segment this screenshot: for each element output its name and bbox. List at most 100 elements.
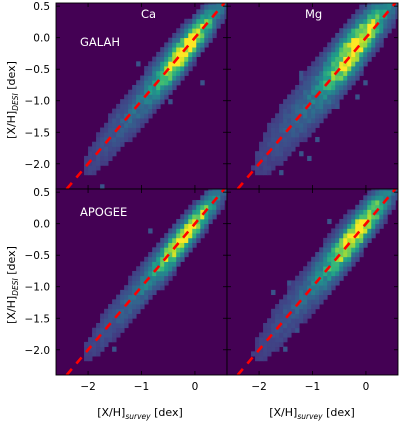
heat-cell: [96, 322, 101, 329]
heat-cell: [164, 242, 169, 248]
heat-cell: [383, 18, 388, 24]
heat-cell: [255, 151, 260, 157]
heat-cell: [160, 242, 165, 248]
heat-cell: [136, 308, 141, 314]
heat-cell: [96, 160, 101, 166]
heat-cell: [184, 247, 189, 253]
heat-cell: [148, 270, 153, 277]
heat-cell: [327, 218, 332, 225]
heat-cell: [375, 200, 380, 206]
heat-cell: [355, 209, 360, 215]
heat-cell: [148, 256, 153, 262]
heat-cell: [363, 4, 368, 10]
heat-cell: [156, 61, 161, 67]
heat-cell: [156, 75, 161, 81]
heat-cell: [367, 47, 372, 53]
heat-cell: [335, 89, 340, 95]
heat-cell: [287, 113, 292, 119]
heat-cell: [343, 247, 348, 253]
y-tick-label: −2.0: [25, 159, 51, 171]
heat-cell: [267, 160, 272, 166]
heat-cell: [188, 47, 193, 53]
heat-cell: [355, 242, 360, 248]
heat-cell: [283, 118, 288, 124]
heat-cell: [259, 356, 264, 362]
heat-cell: [172, 56, 177, 62]
heat-cell: [323, 256, 328, 262]
heat-cell: [323, 113, 328, 119]
heat-cell: [315, 118, 320, 124]
heat-cell: [172, 51, 177, 57]
heat-cell: [323, 56, 328, 62]
heat-cell: [259, 155, 264, 162]
y-tick-label: 0.0: [33, 219, 50, 231]
identity-line: [65, 3, 226, 189]
heat-cell: [128, 94, 133, 100]
heat-cell: [303, 99, 308, 105]
heat-cell: [295, 118, 300, 124]
heat-cell: [259, 151, 264, 157]
heat-cell: [271, 127, 276, 133]
heat-cell: [92, 332, 97, 338]
heat-cell: [291, 285, 296, 291]
heat-cell: [347, 261, 352, 267]
heat-cell: [367, 42, 372, 48]
heat-cell: [331, 80, 336, 86]
heat-cell: [156, 84, 161, 91]
heat-cell: [375, 3, 380, 5]
heat-cell: [188, 66, 193, 72]
heat-cell: [204, 214, 209, 220]
heat-cell: [291, 299, 296, 305]
heat-cell: [100, 332, 105, 338]
heat-cell: [275, 113, 280, 119]
heat-cell: [291, 122, 296, 128]
heat-cell: [315, 289, 320, 296]
heat-cell: [168, 242, 173, 248]
heat-cell: [283, 322, 288, 329]
heat-cell: [148, 103, 153, 110]
heat-cell: [391, 190, 396, 196]
heat-cell: [152, 70, 157, 76]
heat-cell: [379, 200, 384, 206]
heat-cell: [200, 42, 205, 48]
y-tick-label: −1.5: [25, 313, 51, 325]
heat-cell: [323, 261, 328, 267]
heat-cell: [88, 341, 93, 348]
heat-cell: [347, 75, 352, 81]
heat-cell: [283, 99, 288, 105]
heat-cell: [128, 122, 133, 128]
heat-cell: [359, 252, 364, 258]
heat-cell: [363, 195, 368, 201]
heat-cell: [152, 61, 157, 67]
heat-cell: [323, 47, 328, 53]
heat-cell: [259, 160, 264, 166]
heat-cell: [116, 103, 121, 110]
heat-cell: [331, 66, 336, 72]
heat-cell: [140, 118, 145, 124]
heat-cell: [355, 23, 360, 29]
heat-cell: [208, 195, 213, 201]
heat-cell: [359, 47, 364, 53]
heat-cell: [367, 4, 372, 10]
heat-cell: [267, 136, 272, 143]
heat-cell: [140, 89, 145, 95]
heat-cell: [287, 289, 292, 296]
heat-cell: [355, 233, 360, 239]
heat-cell: [339, 94, 344, 100]
heat-cell: [287, 304, 292, 310]
heat-cell: [291, 127, 296, 133]
heat-cell: [367, 190, 372, 196]
heat-cell: [196, 47, 201, 53]
heat-cell: [196, 42, 201, 48]
heat-cell: [132, 127, 137, 133]
heat-cell: [172, 228, 177, 234]
heat-cell: [319, 51, 324, 57]
heat-cell: [359, 218, 364, 225]
heat-cell: [367, 3, 372, 5]
heat-cell: [220, 18, 225, 24]
heat-cell: [391, 18, 396, 24]
heat-cell: [327, 89, 332, 95]
heat-cell: [188, 242, 193, 248]
heat-cell: [307, 304, 312, 310]
heat-cell: [355, 70, 360, 76]
